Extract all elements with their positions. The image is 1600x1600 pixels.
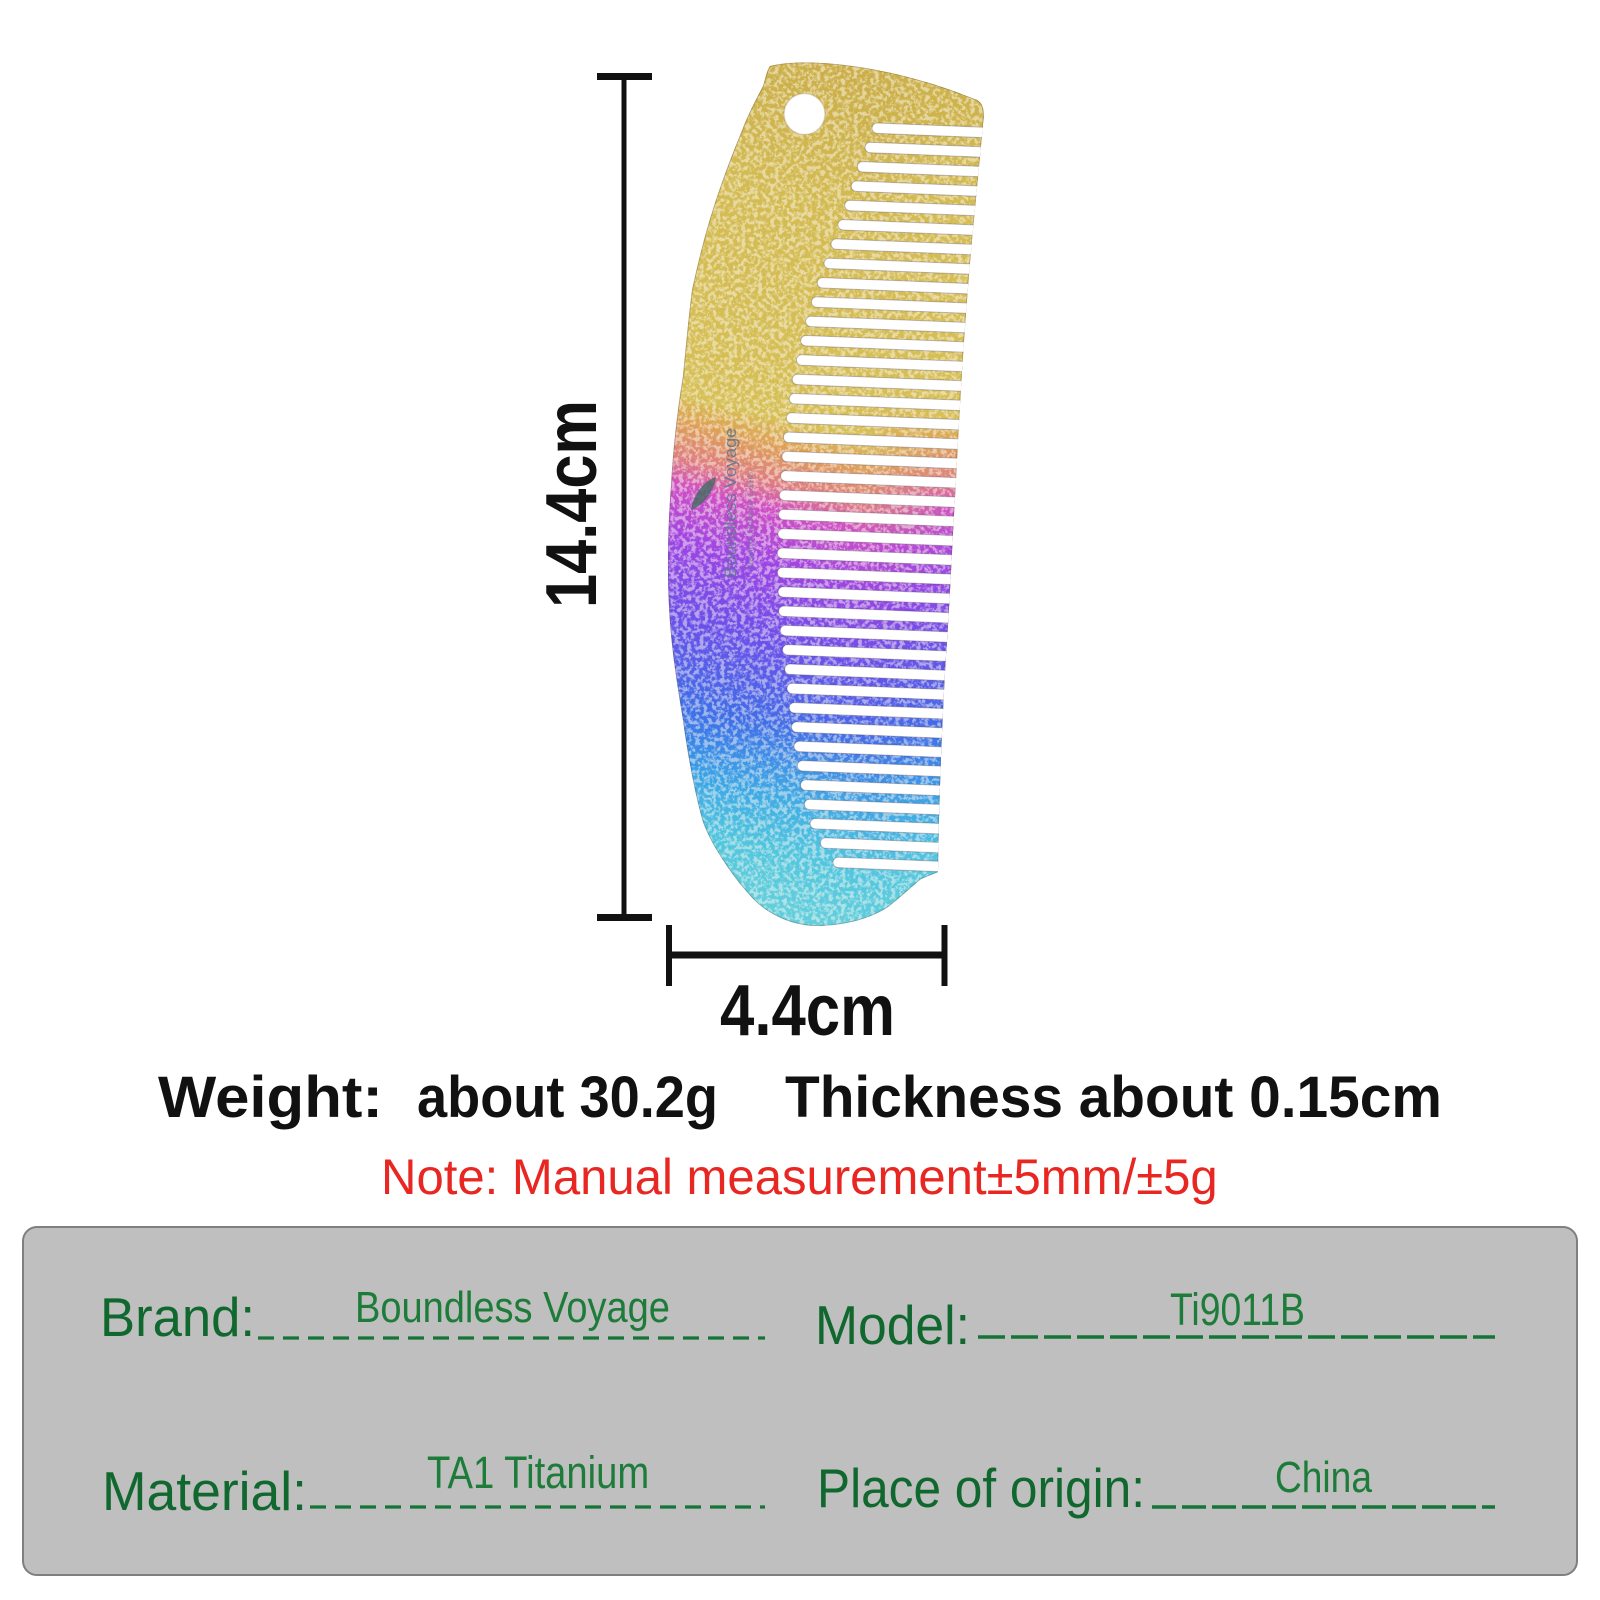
svg-text:Boundless Voyage: Boundless Voyage — [721, 428, 740, 578]
svg-text:about 30.2g: about 30.2g — [417, 1064, 718, 1129]
svg-text:14.4cm: 14.4cm — [531, 400, 612, 608]
svg-text:Model:: Model: — [815, 1296, 970, 1357]
svg-text:China: China — [1275, 1452, 1372, 1502]
svg-text:Brand:: Brand: — [100, 1287, 255, 1348]
svg-text:TA1 Titanium: TA1 Titanium — [427, 1447, 649, 1498]
svg-text:Material:: Material: — [102, 1461, 307, 1522]
svg-text:Note: Manual measurement±5mm/±: Note: Manual measurement±5mm/±5g — [381, 1150, 1218, 1206]
svg-text:Titanium Outdoor Comb: Titanium Outdoor Comb — [746, 471, 755, 572]
svg-text:4.4cm: 4.4cm — [720, 971, 895, 1052]
svg-text:Boundless Voyage: Boundless Voyage — [355, 1282, 670, 1331]
svg-text:Thickness about 0.15cm: Thickness about 0.15cm — [785, 1065, 1442, 1130]
svg-text:Place of origin:: Place of origin: — [817, 1459, 1145, 1520]
svg-text:Weight:: Weight: — [158, 1065, 383, 1130]
svg-text:Ti9011B: Ti9011B — [1170, 1285, 1305, 1335]
